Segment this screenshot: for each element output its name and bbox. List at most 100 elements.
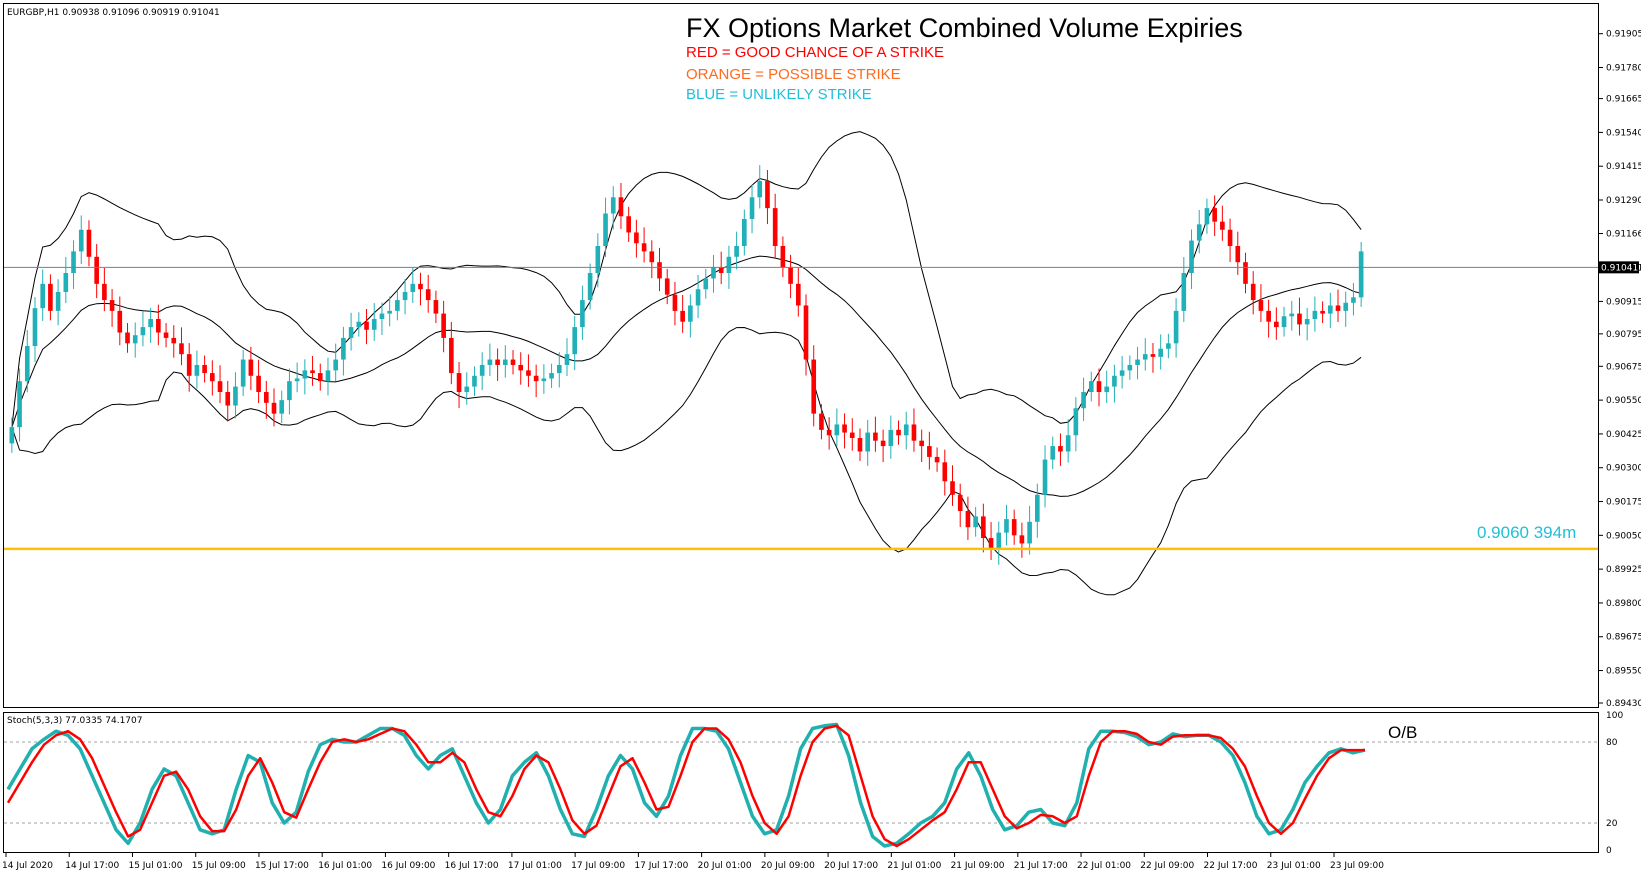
candle-body — [1320, 310, 1325, 314]
candle-body — [279, 400, 285, 414]
candle-body — [140, 327, 146, 336]
price-tick-label: 0.90425 — [1606, 430, 1641, 440]
candle — [225, 380, 231, 422]
candle-body — [348, 327, 354, 338]
candle — [1320, 301, 1325, 324]
candle-body — [865, 432, 871, 452]
candle-body — [1135, 359, 1140, 365]
candle-body — [387, 310, 392, 314]
candle — [356, 312, 362, 337]
candle-body — [163, 332, 169, 338]
candle — [48, 274, 53, 321]
candle — [464, 372, 470, 405]
candle — [919, 429, 924, 463]
candle-body — [1235, 245, 1241, 263]
time-tick-label: 20 Jul 01:00 — [698, 861, 752, 871]
candle-body — [263, 392, 269, 403]
time-tick-label: 22 Jul 01:00 — [1077, 861, 1131, 871]
candle-body — [17, 381, 22, 428]
candle — [240, 350, 246, 397]
time-tick-label: 15 Jul 01:00 — [128, 861, 182, 871]
candle-body — [1335, 305, 1341, 311]
time-tick-label: 20 Jul 09:00 — [761, 861, 815, 871]
candle-body — [672, 294, 678, 311]
candle-body — [1104, 386, 1110, 393]
candle-body — [1142, 354, 1148, 360]
candle-body — [1297, 313, 1302, 325]
time-tick-label: 23 Jul 09:00 — [1330, 861, 1384, 871]
candle — [711, 254, 716, 293]
price-tick-label: 0.89800 — [1606, 599, 1641, 609]
candle — [549, 363, 554, 388]
candle — [765, 169, 770, 225]
candle — [379, 302, 385, 335]
candle — [425, 274, 431, 313]
price-axis: 0.91905 0.91780 0.91665 0.91540 0.91415 0.912… — [1598, 30, 1641, 709]
price-tick-label: 0.90050 — [1606, 531, 1641, 541]
candle — [210, 360, 215, 396]
candle-body — [988, 538, 994, 549]
candle — [942, 449, 948, 496]
candle — [63, 257, 69, 304]
candle — [132, 322, 138, 358]
candle — [772, 193, 778, 259]
time-tick-label: 21 Jul 01:00 — [887, 861, 941, 871]
candle-body — [526, 370, 531, 376]
candle-body — [788, 267, 793, 284]
candle-body — [919, 440, 924, 447]
candle — [1166, 333, 1171, 359]
candle — [248, 346, 254, 391]
candle — [896, 420, 901, 445]
candle-body — [217, 381, 223, 393]
candle — [996, 521, 1002, 565]
time-tick-label: 14 Jul 2020 — [2, 861, 53, 871]
candle-body — [819, 413, 824, 430]
stoch-tick-label: 100 — [1606, 711, 1623, 721]
candle-body — [1027, 521, 1032, 544]
candle-body — [132, 335, 138, 344]
bollinger-middle — [11, 255, 1362, 497]
candle-body — [156, 318, 161, 333]
candle — [927, 431, 932, 470]
candle-body — [726, 256, 732, 274]
candle-body — [634, 232, 639, 244]
candle — [580, 285, 585, 340]
price-tick-label: 0.89925 — [1606, 565, 1641, 575]
candle-body — [1019, 535, 1025, 544]
candle — [1327, 292, 1333, 328]
stoch-tick-label: 20 — [1606, 819, 1618, 829]
candle — [641, 227, 647, 263]
candle — [1088, 371, 1094, 402]
candle — [803, 294, 809, 376]
candle — [1019, 522, 1025, 558]
time-tick-label: 23 Jul 01:00 — [1267, 861, 1321, 871]
candle — [1158, 334, 1163, 370]
candle — [202, 355, 207, 383]
candle-body — [402, 291, 408, 301]
candle-body — [1042, 459, 1048, 495]
candle — [664, 268, 670, 305]
time-tick-label: 16 Jul 17:00 — [445, 861, 499, 871]
candle-body — [449, 337, 454, 374]
candle-body — [125, 332, 130, 344]
candle — [1312, 296, 1318, 332]
candle — [1112, 364, 1117, 403]
candle-body — [40, 283, 46, 309]
bollinger-bands — [11, 131, 1362, 596]
price-tick-label: 0.91780 — [1606, 63, 1641, 73]
candle-body — [395, 300, 400, 311]
candle-body — [456, 373, 462, 393]
candle-body — [626, 216, 631, 233]
candle — [1127, 355, 1133, 380]
candle — [1204, 198, 1210, 234]
candle — [587, 263, 593, 310]
candle-body — [287, 381, 292, 401]
candle-body — [24, 346, 30, 382]
candle — [1304, 307, 1310, 341]
time-tick-label: 21 Jul 17:00 — [1014, 861, 1068, 871]
stoch-pane-frame — [3, 712, 1599, 853]
candle — [811, 345, 817, 427]
candle — [156, 304, 161, 346]
candle-body — [225, 392, 231, 406]
candle — [826, 417, 832, 450]
